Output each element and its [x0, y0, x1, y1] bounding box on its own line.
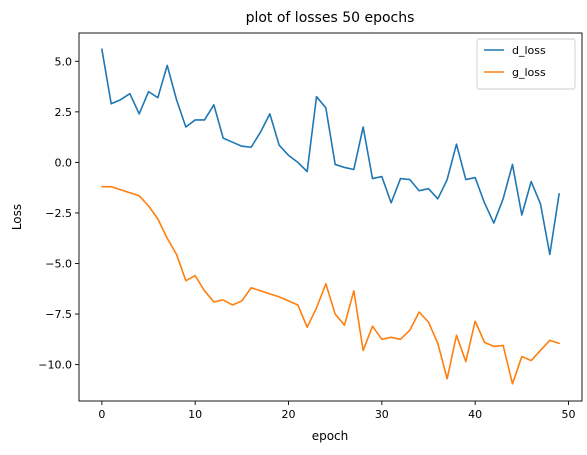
x-axis-label: epoch: [312, 429, 349, 443]
y-tick-label: −10.0: [38, 359, 72, 372]
y-axis-label: Loss: [10, 204, 24, 230]
x-tick-label: 0: [98, 408, 105, 421]
y-tick-label: −2.5: [45, 207, 72, 220]
y-axis: 5.0 2.5 0.0 −2.5 −5.0 −7.5 −10.0: [38, 55, 79, 372]
legend: d_loss g_loss: [476, 38, 576, 90]
plot-frame: [78, 32, 583, 402]
x-tick-label: 10: [188, 408, 202, 421]
legend-box: [476, 38, 576, 90]
y-tick-label: −5.0: [45, 258, 72, 271]
x-axis: 0 10 20 30 40 50: [98, 401, 575, 421]
y-tick-label: 2.5: [55, 106, 73, 119]
series-line-g-loss: [101, 185, 560, 385]
y-tick-label: −7.5: [45, 308, 72, 321]
legend-label-d-loss: d_loss: [512, 44, 546, 57]
series-layer: [101, 48, 560, 385]
series-line-d-loss: [101, 48, 560, 256]
x-tick-label: 40: [468, 408, 482, 421]
x-tick-label: 30: [375, 408, 389, 421]
plot-area: [79, 33, 582, 401]
x-tick-label: 50: [561, 408, 575, 421]
legend-label-g-loss: g_loss: [512, 66, 546, 79]
y-tick-label: 5.0: [55, 55, 73, 68]
chart-title: plot of losses 50 epochs: [246, 10, 415, 26]
y-tick-label: 0.0: [55, 156, 73, 169]
x-tick-label: 20: [282, 408, 296, 421]
